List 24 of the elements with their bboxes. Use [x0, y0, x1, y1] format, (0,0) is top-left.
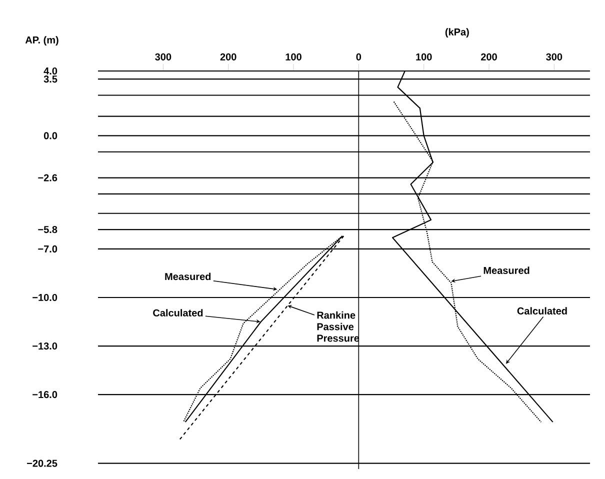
y-tick-label: −20.25: [27, 460, 58, 467]
annotation: Calculated: [153, 309, 203, 316]
y-tick-label: −5.8: [38, 226, 58, 234]
x-tick-label: 300: [546, 53, 562, 60]
y-tick-label: −13.0: [32, 342, 58, 350]
x-tick-label: 0: [356, 53, 362, 60]
y-tick-label: −2.6: [38, 174, 58, 182]
annotation: Rankine Passive Pressure: [317, 311, 360, 342]
x-tick-label: 200: [480, 53, 497, 60]
y-axis-title: AP. (m): [25, 36, 58, 46]
x-tick-label: 300: [155, 53, 172, 60]
y-tick-label: −7.0: [38, 245, 58, 252]
y-tick-label: 3.5: [44, 76, 58, 83]
y-tick-label: −16.0: [32, 391, 58, 398]
x-tick-label: 200: [220, 53, 236, 60]
x-tick-label: 100: [416, 53, 432, 60]
y-tick-label: 0.0: [44, 132, 58, 140]
x-axis-title: (kPa): [445, 28, 469, 38]
annotation: Calculated: [517, 307, 567, 314]
x-tick-label: 100: [286, 53, 302, 60]
annotation: Measured: [484, 266, 530, 274]
y-tick-label: −10.0: [32, 294, 58, 302]
annotation: Measured: [165, 272, 211, 280]
y-tick-label: 4.0: [44, 67, 58, 75]
